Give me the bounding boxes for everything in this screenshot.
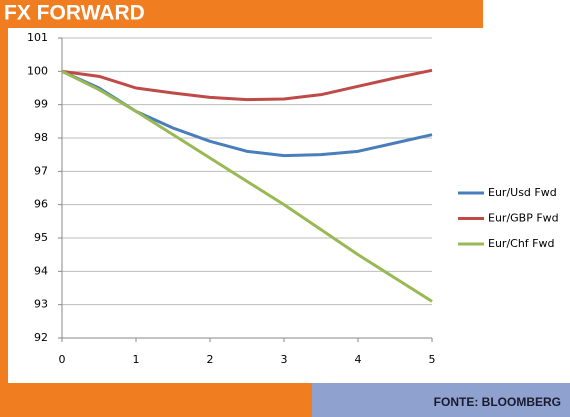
- legend-label: Eur/Usd Fwd: [488, 186, 557, 199]
- source: FONTE: BLOOMBERG: [434, 395, 561, 409]
- y-tick-label: 101: [27, 31, 48, 44]
- y-tick-label: 97: [34, 164, 48, 177]
- x-tick-label: 3: [281, 353, 288, 366]
- chart-title: FX FORWARD: [4, 2, 145, 25]
- line-series: [61, 68, 433, 102]
- x-tick-label: 4: [355, 353, 362, 366]
- y-tick-label: 94: [34, 264, 48, 277]
- x-tick-label: 2: [207, 353, 214, 366]
- line-series: [61, 69, 433, 303]
- y-tick-label: 92: [34, 331, 48, 344]
- legend-label: Eur/Chf Fwd: [488, 237, 554, 250]
- y-tick-label: 99: [34, 98, 48, 111]
- y-tick-label: 96: [34, 198, 48, 211]
- y-tick-label: 98: [34, 131, 48, 144]
- bottom-band: [0, 383, 312, 417]
- x-tick-label: 0: [59, 353, 66, 366]
- x-tick-label: 1: [133, 353, 140, 366]
- y-tick-label: 95: [34, 231, 48, 244]
- y-tick-label: 93: [34, 298, 48, 311]
- legend-label: Eur/GBP Fwd: [488, 212, 559, 225]
- source-band: [312, 383, 570, 417]
- x-tick-label: 5: [429, 353, 436, 366]
- title-band: [0, 0, 483, 28]
- side-band: [0, 0, 8, 417]
- y-tick-label: 100: [27, 64, 48, 77]
